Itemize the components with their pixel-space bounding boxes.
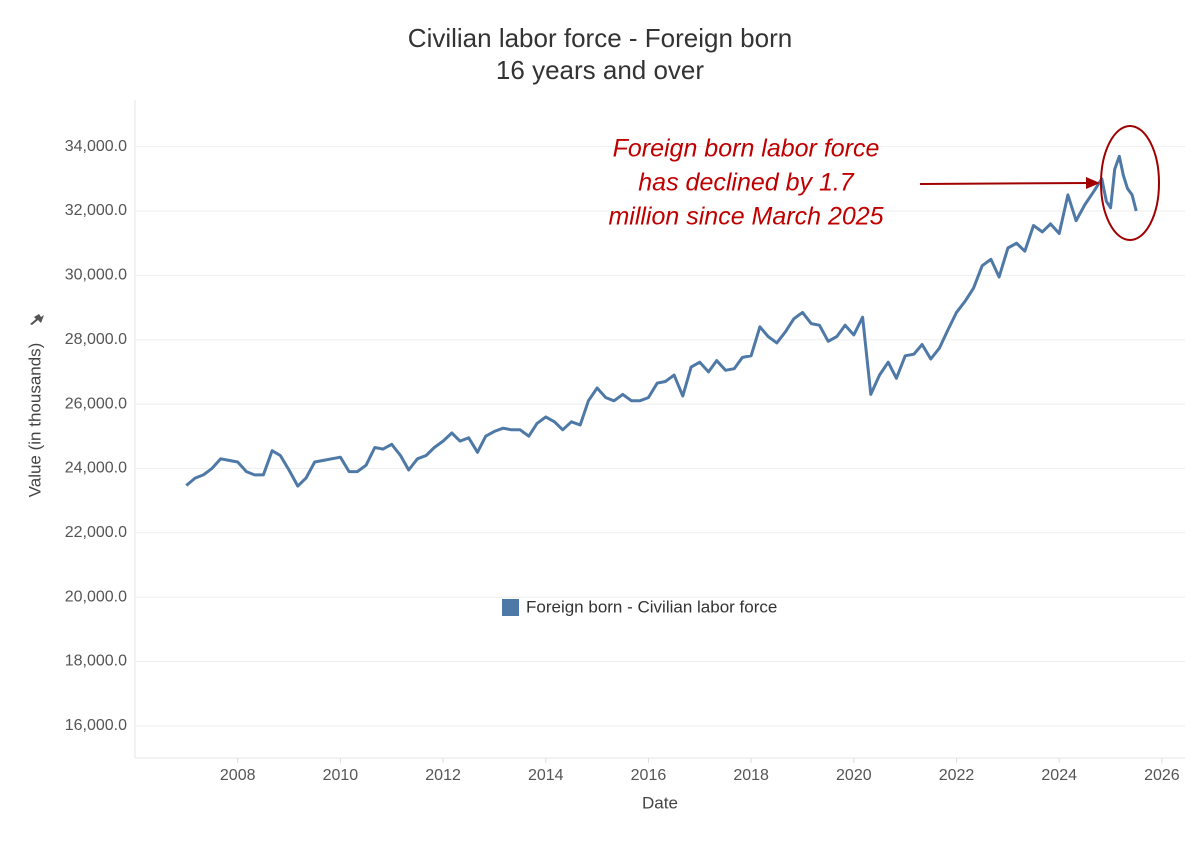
y-tick-label: 20,000.0 [65,588,127,605]
y-tick-label: 16,000.0 [65,717,127,734]
y-tick-label: 18,000.0 [65,653,127,670]
x-tick-label: 2026 [1144,767,1180,784]
x-tick-label: 2014 [528,767,564,784]
y-tick-label: 30,000.0 [65,267,127,284]
x-tick-label: 2024 [1041,767,1077,784]
data-line [185,154,1138,488]
x-tick-label: 2016 [631,767,667,784]
x-axis-label: Date [642,793,678,812]
chart-title: Civilian labor force - Foreign born [408,23,792,53]
annotation-arrow [919,182,1091,185]
chart-subtitle: 16 years and over [496,55,704,85]
y-tick-label: 34,000.0 [65,138,127,155]
y-tick-label: 24,000.0 [65,460,127,477]
annotation-circle [1100,125,1160,241]
x-tick-label: 2010 [323,767,359,784]
x-tick-label: 2008 [220,767,256,784]
y-tick-label: 32,000.0 [65,202,127,219]
x-tick-label: 2012 [425,767,461,784]
x-tick-label: 2020 [836,767,872,784]
pin-icon [30,314,44,325]
annotation-line: has declined by 1.7 [638,169,855,197]
y-tick-label: 26,000.0 [65,395,127,412]
y-tick-label: 22,000.0 [65,524,127,541]
legend-swatch [502,599,519,616]
y-tick-label: 28,000.0 [65,331,127,348]
annotation-arrowhead [1086,177,1100,189]
x-tick-label: 2022 [939,767,975,784]
y-axis-label: Value (in thousands) [25,343,44,498]
x-tick-label: 2018 [733,767,769,784]
annotation-line: Foreign born labor force [613,135,880,163]
legend-label: Foreign born - Civilian labor force [526,597,777,616]
annotation-line: million since March 2025 [608,203,883,231]
annotation: Foreign born labor force has declined by… [608,135,883,231]
